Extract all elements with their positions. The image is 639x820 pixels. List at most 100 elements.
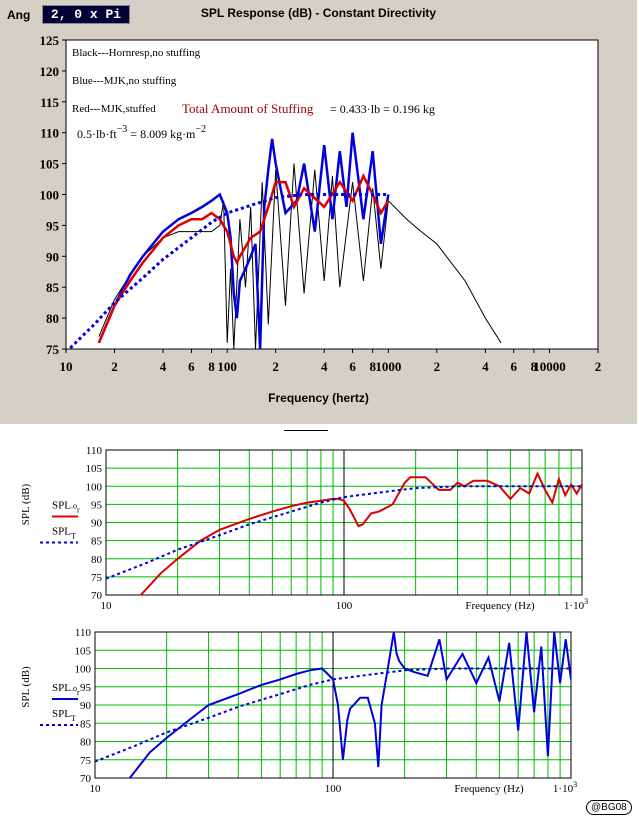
y-tick-label: 70	[91, 590, 103, 602]
stuffing-eq-1: = 0.433·lb = 0.196 kg	[330, 102, 435, 116]
legend-1-base: SPL	[52, 500, 71, 512]
y-tick-label: 95	[80, 682, 92, 694]
legend-2-base: SPL	[52, 526, 71, 538]
y-axis-label: SPL (dB)	[20, 666, 32, 708]
bottom-series-line-1	[95, 667, 571, 763]
x-tick-label: 100	[336, 600, 353, 612]
y-tick-label: 110	[86, 445, 103, 457]
top-x-axis-label: Frequency (hertz)	[268, 391, 369, 405]
top-x-tick-label: 8	[531, 359, 538, 374]
legend-1-sub: .o	[71, 684, 77, 693]
top-x-tick-label: 6	[510, 359, 517, 374]
top-y-tick-label: 120	[40, 64, 60, 79]
legend-label-1: SPL.or	[52, 682, 80, 697]
x-tick-label: 1·103	[564, 597, 588, 612]
bottom-series-line-0	[129, 632, 571, 778]
y-tick-label: 85	[80, 718, 92, 730]
legend-label-2: SPLT	[52, 708, 76, 723]
x-tick-base: 1·10	[564, 600, 585, 612]
y-tick-label: 100	[86, 481, 103, 493]
y-tick-label: 110	[75, 627, 92, 639]
top-x-tick-label: 10	[60, 359, 73, 374]
y-tick-label: 85	[91, 536, 103, 548]
legend-1-sub: .o	[71, 502, 77, 511]
x-tick-label: 1·103	[553, 780, 577, 795]
top-series-line-2	[97, 173, 390, 344]
legend-2-base: SPL	[52, 708, 71, 720]
legend-2-sub: T	[71, 714, 76, 723]
top-y-tick-label: 125	[40, 33, 60, 48]
y-tick-label: 90	[91, 518, 103, 530]
top-y-tick-label: 75	[46, 342, 60, 357]
stuffing-eq-2: 0.5·lb·ft−3 = 8.009 kg·m−2	[77, 124, 206, 141]
x-axis-label: Frequency (Hz)	[454, 783, 524, 795]
y-tick-label: 80	[80, 737, 92, 749]
top-series-line-0	[98, 163, 502, 349]
top-x-tick-label: 8	[208, 359, 215, 374]
top-y-tick-label: 85	[46, 280, 60, 295]
y-tick-label: 80	[91, 554, 103, 566]
y-tick-label: 105	[75, 645, 92, 657]
legend-note-red: Red---MJK,stuffed	[72, 103, 156, 115]
y-tick-label: 95	[91, 499, 103, 511]
top-x-tick-label: 6	[188, 359, 195, 374]
top-y-tick-label: 115	[40, 95, 59, 110]
top-y-tick-label: 90	[46, 249, 59, 264]
signature-badge: @BG08	[586, 800, 632, 815]
legend-1-sub2: r	[77, 688, 80, 697]
y-tick-label: 75	[80, 755, 92, 767]
eq2-sup-b: −2	[195, 124, 206, 135]
legend-label-2: SPLT	[52, 526, 76, 541]
top-x-tick-label: 4	[482, 359, 489, 374]
top-y-tick-label: 100	[40, 188, 60, 203]
y-tick-label: 75	[91, 572, 103, 584]
legend-note-black: Black---Hornresp,no stuffing	[72, 47, 201, 59]
top-y-tick-label: 80	[46, 311, 59, 326]
top-y-tick-label: 95	[46, 218, 60, 233]
x-tick-sup: 3	[584, 597, 588, 606]
ang-input[interactable]: 2, 0 x Pi	[42, 5, 130, 24]
plot-frame	[94, 631, 572, 779]
top-x-tick-label: 4	[160, 359, 167, 374]
divider	[284, 430, 328, 431]
x-tick-label: 10	[90, 783, 102, 795]
top-y-tick-label: 110	[40, 126, 59, 141]
top-x-tick-label: 2	[595, 359, 602, 374]
legend-2-sub: T	[71, 532, 76, 541]
ang-label: Ang	[7, 8, 31, 22]
top-x-tick-label: 6	[349, 359, 356, 374]
eq2-part-b: = 8.009 kg·m	[127, 127, 196, 141]
top-x-tick-label: 4	[321, 359, 328, 374]
legend-note-blue: Blue---MJK,no stuffing	[72, 75, 177, 87]
eq2-part-a: 0.5·lb·ft	[77, 127, 117, 141]
plot-frame	[105, 449, 583, 596]
top-y-tick-label: 105	[40, 157, 60, 172]
legend-1-base: SPL	[52, 682, 71, 694]
x-tick-label: 10	[101, 600, 113, 612]
top-x-tick-label: 100	[217, 359, 237, 374]
x-axis-label: Frequency (Hz)	[465, 600, 535, 612]
y-tick-label: 105	[86, 463, 103, 475]
stuffing-label: Total Amount of Stuffing	[182, 101, 314, 116]
y-tick-label: 100	[75, 664, 92, 676]
bottom-series-line-1	[106, 485, 582, 580]
top-series-line-1	[97, 132, 390, 349]
bottom-series-line-0	[140, 471, 582, 595]
x-tick-base: 1·10	[553, 783, 574, 795]
top-x-tick-label: 2	[272, 359, 279, 374]
x-tick-sup: 3	[573, 780, 577, 789]
y-tick-label: 70	[80, 773, 92, 785]
x-tick-label: 100	[325, 783, 342, 795]
top-x-tick-label: 2	[111, 359, 118, 374]
legend-1-sub2: r	[77, 506, 80, 515]
legend-label-1: SPL.or	[52, 500, 80, 515]
y-tick-label: 90	[80, 700, 92, 712]
y-axis-label: SPL (dB)	[20, 483, 32, 525]
top-x-tick-label: 10000	[533, 359, 566, 374]
top-chart-title: SPL Response (dB) - Constant Directivity	[200, 6, 437, 20]
top-x-tick-label: 2	[434, 359, 441, 374]
top-x-tick-label: 1000	[375, 359, 401, 374]
eq2-sup-a: −3	[117, 124, 128, 135]
